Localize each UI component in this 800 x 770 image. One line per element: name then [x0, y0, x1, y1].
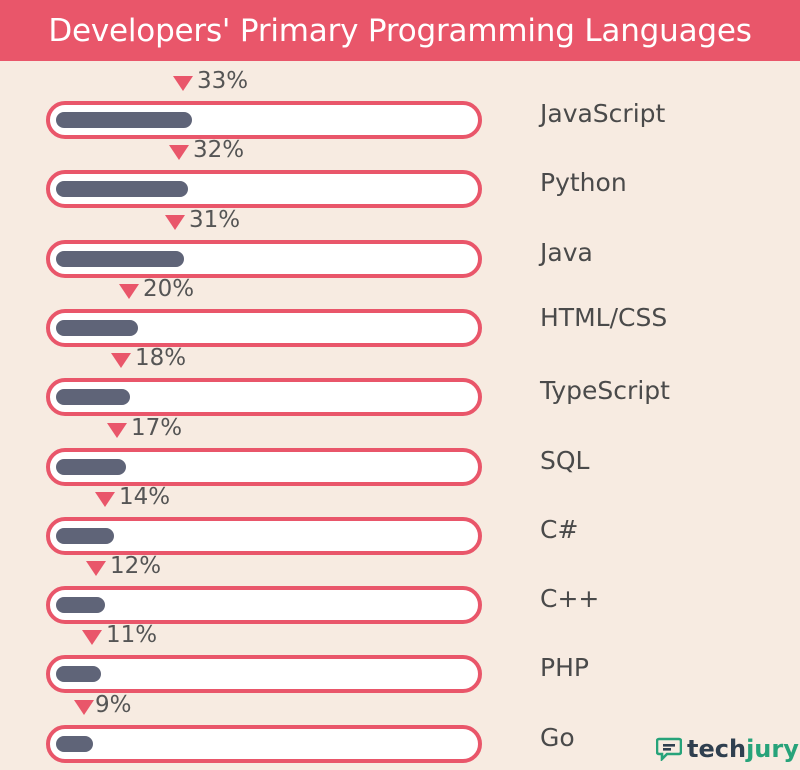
- bar-value-label: 17%: [131, 414, 183, 441]
- chart-title: Developers' Primary Programming Language…: [48, 12, 752, 49]
- bar-track: [46, 724, 482, 763]
- bar-rows: 33% JavaScript 32% Python 31% Java 20% HTML/CSS…: [0, 61, 800, 770]
- bar-value-marker: [74, 699, 94, 715]
- bar-fill: [56, 181, 188, 198]
- bar-value-marker: [111, 353, 131, 369]
- bar-fill: [56, 112, 192, 128]
- bar-value-label: 14%: [119, 483, 171, 510]
- bar-fill: [56, 666, 101, 683]
- bar-value-label: 31%: [189, 206, 241, 233]
- bar-value-label: 32%: [193, 137, 245, 164]
- chat-bubble-icon: [656, 737, 682, 761]
- category-label: Java: [540, 237, 593, 267]
- bar-value-marker: [82, 630, 102, 646]
- category-label: SQL: [540, 445, 590, 475]
- logo-text-tech: tech: [687, 735, 747, 763]
- bar-fill: [56, 458, 126, 475]
- category-label: PHP: [540, 653, 589, 683]
- category-label: HTML/CSS: [540, 302, 668, 332]
- bar-value-label: 20%: [143, 275, 195, 302]
- category-label: Python: [540, 168, 627, 198]
- bar-fill: [56, 319, 138, 336]
- bar-value-marker: [119, 283, 139, 299]
- bar-value-label: 12%: [110, 553, 162, 580]
- bar-value-marker: [169, 145, 189, 161]
- category-label: C++: [540, 584, 600, 614]
- bar-value-label: 18%: [135, 345, 187, 372]
- bar-fill: [56, 735, 93, 752]
- bar-value-label: 11%: [106, 622, 158, 649]
- bar-track: [46, 655, 482, 694]
- techjury-logo: techjury: [656, 733, 799, 765]
- bar-fill: [56, 527, 114, 544]
- bar-value-marker: [107, 422, 127, 438]
- bar-value-label: 33%: [197, 68, 249, 94]
- bar-value-marker: [165, 214, 185, 230]
- bar-fill: [56, 597, 105, 614]
- bar-value-marker: [86, 561, 106, 577]
- category-label: JavaScript: [540, 99, 666, 128]
- bar-value-marker: [95, 491, 115, 507]
- category-label: Go: [540, 722, 575, 752]
- title-banner: Developers' Primary Programming Language…: [0, 0, 800, 61]
- category-label: C#: [540, 514, 579, 544]
- bar-chart: 33% JavaScript 32% Python 31% Java 20% HTML/CSS…: [0, 61, 800, 770]
- bar-fill: [56, 389, 130, 406]
- bar-track: [46, 516, 482, 555]
- bar-value-marker: [173, 76, 193, 91]
- logo-text-jury: jury: [746, 735, 799, 763]
- category-label: TypeScript: [540, 376, 670, 406]
- bar-track: [46, 308, 482, 347]
- bar-track: [46, 586, 482, 625]
- bar-track: [46, 239, 482, 278]
- bar-value-label: 9%: [95, 691, 132, 718]
- bar-fill: [56, 250, 184, 267]
- bar-track: [46, 170, 482, 209]
- bar-track: [46, 378, 482, 417]
